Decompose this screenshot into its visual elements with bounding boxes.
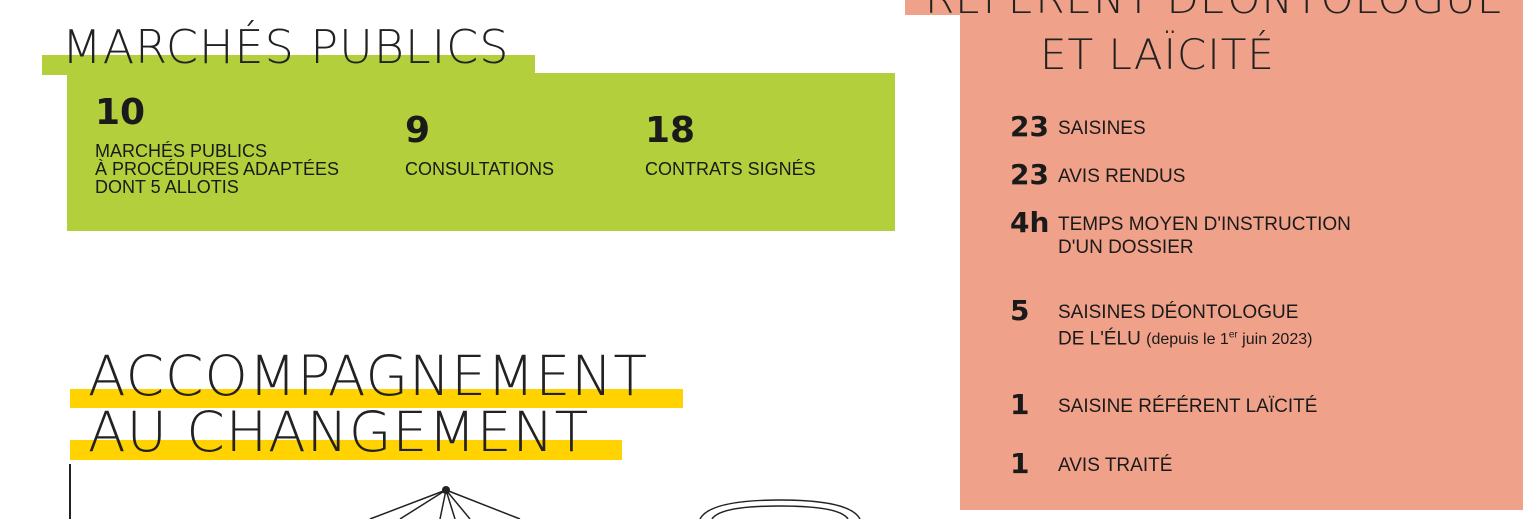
item-number: 23 (1010, 112, 1058, 142)
item-label: AVIS TRAITÉ (1058, 449, 1172, 477)
label-line: AVIS TRAITÉ (1058, 454, 1172, 477)
label-line: SAISINES DÉONTOLOGUE (1058, 301, 1312, 324)
label-line: MARCHÉS PUBLICS (95, 142, 339, 160)
label-line: DONT 5 ALLOTIS (95, 178, 339, 196)
page: MARCHÉS PUBLICS 10 MARCHÉS PUBLICS À PRO… (0, 0, 1523, 519)
stat-label: MARCHÉS PUBLICS À PROCÉDURES ADAPTÉES DO… (95, 142, 339, 196)
label-line: DE L'ÉLU (depuis le 1er juin 2023) (1058, 324, 1312, 351)
item-label: SAISINE RÉFÉRENT LAÏCITÉ (1058, 390, 1317, 418)
label-line: TEMPS MOYEN D'INSTRUCTION (1058, 213, 1351, 236)
section-title: ET LAÏCITÉ (1040, 30, 1275, 79)
section-title: RÉFÉRENT DÉONTOLOGUE (925, 0, 1504, 23)
note-text: juin 2023) (1238, 331, 1313, 348)
item-number: 1 (1010, 390, 1058, 420)
title-line: AU CHANGEMENT (88, 404, 648, 460)
stat-label: CONTRATS SIGNÉS (645, 160, 816, 178)
label-line: AVIS RENDUS (1058, 165, 1185, 188)
title-line: ACCOMPAGNEMENT (88, 348, 648, 404)
label-line: D'UN DOSSIER (1058, 236, 1351, 259)
stat-number: 10 (95, 92, 145, 133)
label-text: DE L'ÉLU (1058, 328, 1141, 349)
stat-number: 18 (645, 110, 695, 151)
item-number: 1 (1010, 449, 1058, 479)
stat-number: 9 (405, 110, 430, 151)
note: (depuis le 1er juin 2023) (1146, 331, 1312, 348)
illustration (0, 460, 900, 519)
note-sup: er (1229, 330, 1238, 341)
section-title: ACCOMPAGNEMENT AU CHANGEMENT (88, 348, 648, 460)
note-text: (depuis le 1 (1146, 331, 1229, 348)
stat-label: CONSULTATIONS (405, 160, 554, 178)
item-label: SAISINES (1058, 112, 1146, 140)
label-line: SAISINE RÉFÉRENT LAÏCITÉ (1058, 395, 1317, 418)
label-line: CONTRATS SIGNÉS (645, 160, 816, 178)
item-number: 4h (1010, 208, 1058, 238)
label-line: À PROCÉDURES ADAPTÉES (95, 160, 339, 178)
item-number: 23 (1010, 160, 1058, 190)
label-line: CONSULTATIONS (405, 160, 554, 178)
item-number: 5 (1010, 296, 1058, 326)
item-label: AVIS RENDUS (1058, 160, 1185, 188)
label-line: SAISINES (1058, 117, 1146, 140)
section-title: MARCHÉS PUBLICS (62, 20, 509, 74)
